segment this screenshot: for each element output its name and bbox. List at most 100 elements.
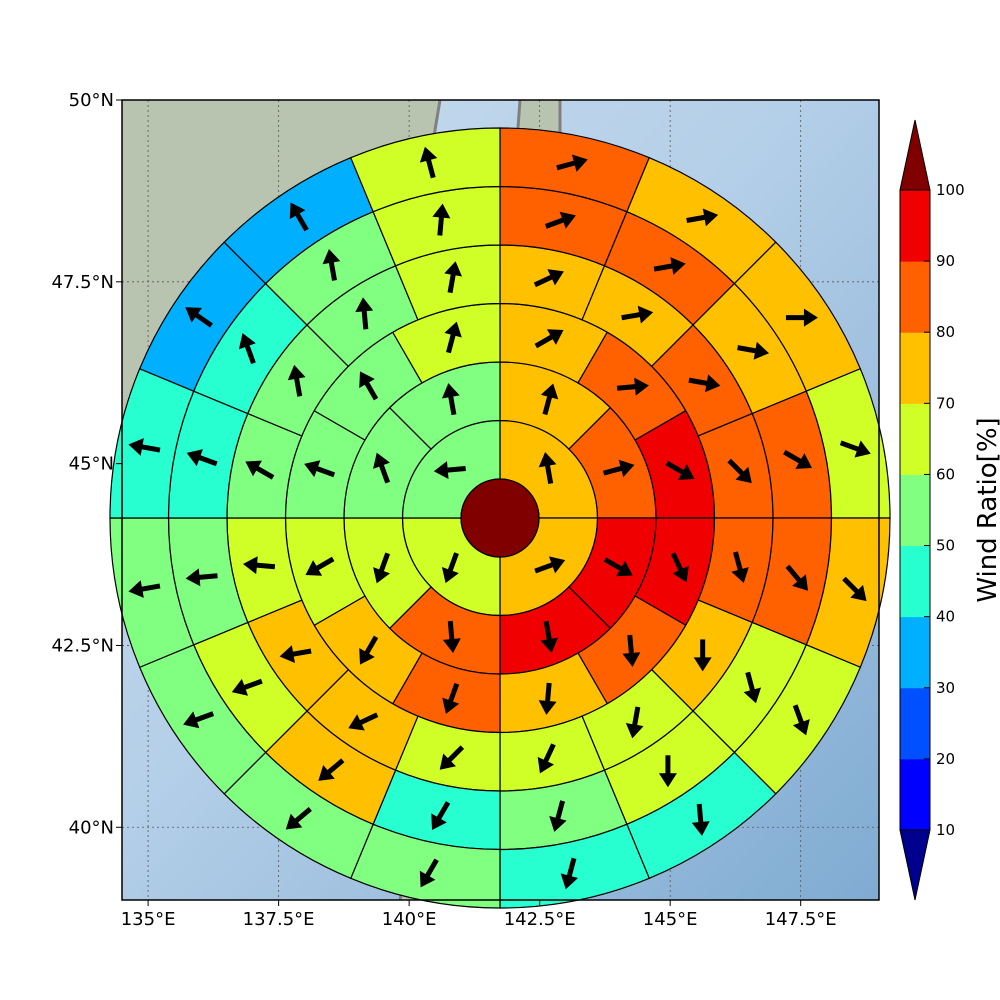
wind-arrow [731, 551, 749, 583]
wind-arrow [670, 552, 689, 583]
wind-arrow [433, 461, 466, 480]
wind-arrow [348, 712, 379, 731]
wind-arrows [128, 146, 871, 890]
x-tick-label: 135°E [121, 909, 176, 930]
wind-arrow [621, 305, 654, 324]
wind-arrow [658, 755, 677, 788]
wind-arrow [186, 449, 218, 467]
wind-arrow [373, 552, 391, 584]
colorbar-segment [900, 687, 930, 760]
colorbar-tick-label: 90 [936, 252, 955, 270]
wind-arrow [544, 211, 576, 229]
colorbar-tick-label: 60 [936, 465, 955, 483]
x-tick-label: 145°E [643, 909, 698, 930]
wind-arrow [533, 269, 564, 288]
wind-arrow [540, 383, 559, 416]
x-axis-ticks: 135°E 137.5°E 140°E 142.5°E 145°E 147.5°E [121, 900, 837, 930]
colorbar-segment [900, 545, 930, 618]
wind-arrow [603, 557, 633, 577]
colorbar-segment [900, 474, 930, 547]
wind-arrow [318, 758, 345, 781]
wind-arrow [305, 556, 335, 576]
y-tick-label: 42.5°N [51, 635, 114, 656]
wind-arrow [665, 460, 695, 480]
colorbar-tick-label: 100 [936, 181, 965, 199]
wind-arrow [625, 706, 644, 739]
colorbar-tick-label: 10 [936, 821, 955, 839]
wind-arrow [602, 459, 635, 478]
wind-arrow [279, 645, 312, 663]
y-tick-label: 50°N [69, 90, 114, 111]
colorbar-segment [900, 332, 930, 404]
sector-cell [349, 127, 501, 213]
wind-arrow [727, 458, 752, 484]
wind-arrow [442, 682, 460, 714]
colorbar-segment [900, 616, 930, 689]
wind-arrow [785, 564, 809, 591]
wind-arrow [560, 857, 579, 890]
wind-arrow [842, 576, 867, 602]
wind-arrow [686, 208, 719, 227]
colorbar-tick-label: 40 [936, 608, 955, 626]
x-tick-label: 137.5°E [243, 909, 315, 930]
wind-arrow [304, 460, 336, 478]
colorbar-segment [900, 190, 930, 262]
y-tick-label: 40°N [69, 817, 114, 838]
wind-arrow [322, 248, 341, 281]
wind-arrow [556, 154, 588, 172]
colorbar-segment [900, 758, 930, 831]
wind-arrow [538, 452, 557, 484]
wind-arrow [743, 671, 762, 704]
y-tick-label: 47.5°N [51, 272, 114, 293]
wind-arrow [444, 261, 463, 294]
x-tick-label: 142.5°E [504, 909, 576, 930]
wind-arrow [245, 460, 275, 480]
wind-arrow [653, 257, 686, 275]
wind-arrow [183, 711, 215, 729]
wind-arrow [442, 620, 461, 654]
wind-arrow [688, 374, 721, 393]
wind-arrow [441, 383, 460, 416]
colorbar: 10 20 30 40 50 60 70 80 90 100 Wind Ratio[%] [899, 119, 1000, 901]
map-frame [121, 99, 880, 901]
colorbar-tick-label: 20 [936, 750, 955, 768]
wind-arrow [622, 634, 641, 667]
y-axis-ticks: 40°N 42.5°N 45°N 47.5°N 50°N [51, 90, 122, 838]
wind-arrow [792, 704, 810, 736]
wind-arrow [737, 341, 770, 360]
wind-arrow [549, 800, 567, 832]
wind-arrow [534, 556, 566, 574]
wind-arrow [231, 678, 263, 696]
wind-arrow [287, 364, 306, 397]
colorbar-extend-bottom [899, 829, 931, 901]
wind-arrow [238, 333, 256, 365]
colorbar-segment [900, 403, 930, 475]
wind-arrow [444, 321, 462, 354]
wind-arrow [419, 146, 438, 179]
colorbar-frame [899, 189, 931, 831]
wind-arrow [785, 308, 818, 327]
wind-arrow [289, 202, 309, 232]
colorbar-tick-label: 50 [936, 537, 955, 555]
wind-arrow [783, 449, 813, 469]
wind-arrow [185, 307, 213, 328]
wind-arrow [243, 556, 276, 575]
wind-arrow [431, 801, 451, 831]
wind-arrow [419, 858, 439, 888]
wind-arrow [439, 745, 465, 770]
colorbar-label: Wind Ratio[%] [973, 417, 1000, 602]
center-cell [460, 478, 540, 558]
wind-arrow [285, 807, 312, 830]
x-tick-label: 147.5°E [765, 909, 837, 930]
wind-arrow [537, 743, 556, 774]
wind-arrow [128, 438, 161, 456]
wind-arrow [185, 568, 218, 587]
colorbar-segment [900, 261, 930, 333]
polar-sectors [109, 127, 891, 909]
colorbar-tick-label: 70 [936, 394, 955, 412]
wind-arrow [534, 329, 564, 349]
wind-arrow [616, 377, 649, 396]
wind-arrow [355, 297, 374, 330]
wind-arrow [839, 440, 871, 458]
